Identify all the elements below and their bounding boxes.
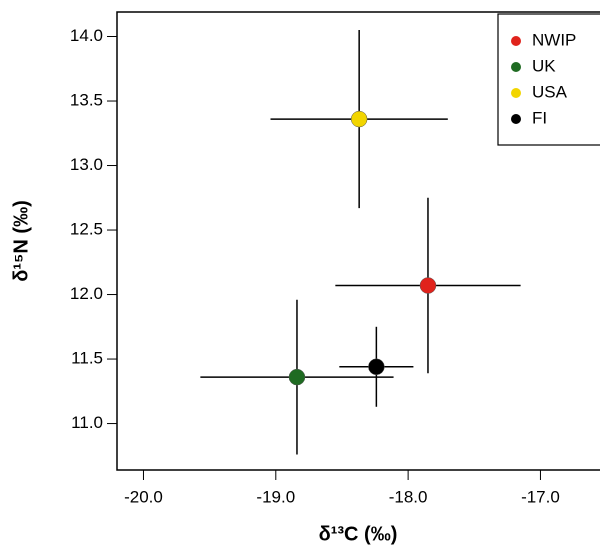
point [288,368,306,386]
legend-label: UK [532,56,556,75]
x-axis-label: δ¹³C (‰) [319,523,398,545]
x-tick-label: -19.0 [256,487,295,506]
y-tick-label: 12.5 [70,220,103,239]
x-tick-label: -20.0 [124,487,163,506]
x-tick-label: -17.0 [521,487,560,506]
legend-label: NWIP [532,30,576,49]
legend-label: FI [532,108,547,127]
y-tick-label: 14.0 [70,26,103,45]
y-axis-label: δ¹⁵N (‰) [10,200,32,282]
legend-marker [511,88,521,98]
y-tick-label: 13.0 [70,155,103,174]
x-tick-label: -18.0 [389,487,428,506]
y-tick-label: 11.0 [71,413,103,432]
y-tick-label: 12.0 [70,284,103,303]
y-tick-label: 11.5 [71,349,103,368]
legend-marker [511,62,521,72]
point [350,110,368,128]
legend-marker [511,36,521,46]
point [368,358,385,376]
plot-frame [116,11,600,471]
point [419,277,437,294]
y-tick-label: 13.5 [70,91,103,110]
legend-label: USA [532,82,568,101]
legend-marker [511,114,521,124]
